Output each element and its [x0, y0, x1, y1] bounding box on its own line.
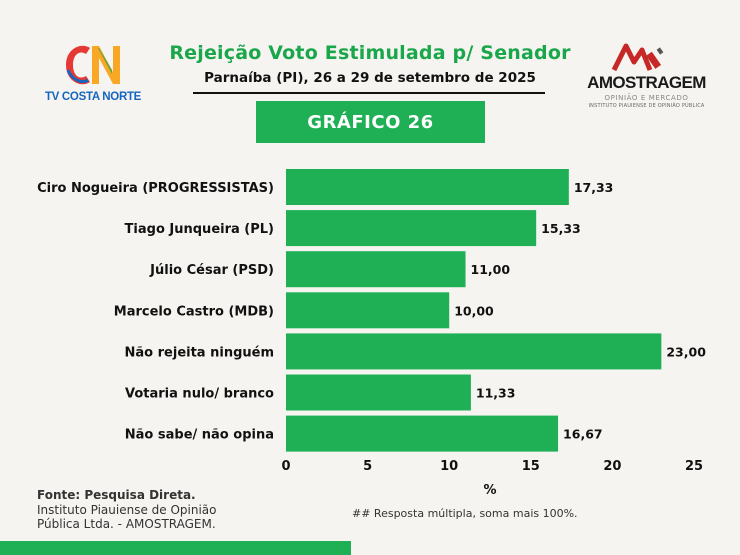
data-label: 11,33: [476, 386, 516, 401]
subtitle-underline: [193, 92, 545, 94]
chart-title: Rejeição Voto Estimulada p/ Senador: [169, 42, 571, 64]
bottom-accent-bar: [0, 541, 351, 555]
bar: [286, 251, 466, 288]
source-note: Fonte: Pesquisa Direta. Instituto Piauie…: [37, 488, 287, 532]
category-label: Júlio César (PSD): [149, 263, 274, 278]
amostragem-logo-name: AMOSTRAGEM: [587, 73, 706, 92]
amostragem-logo-institute: INSTITUTO PIAUIENSE DE OPINIÃO PÚBLICA: [588, 103, 705, 109]
amostragem-logo-icon: [611, 43, 664, 72]
category-label: Ciro Nogueira (PROGRESSISTAS): [37, 181, 274, 196]
category-label: Tiago Junqueira (PL): [125, 222, 274, 237]
multiple-response-note: ## Resposta múltipla, soma mais 100%.: [352, 507, 578, 520]
bar: [286, 292, 450, 329]
x-tick-label: 20: [603, 459, 621, 474]
amostragem-logo: AMOSTRAGEM OPINIÃO E MERCADO INSTITUTO P…: [584, 40, 709, 114]
x-tick-label: 15: [522, 459, 540, 474]
category-label: Não rejeita ninguém: [125, 345, 274, 360]
chart-subtitle: Parnaíba (PI), 26 a 29 de setembro de 20…: [204, 70, 536, 86]
bar: [286, 415, 559, 452]
x-tick-label: 25: [685, 459, 703, 474]
bar: [286, 333, 662, 370]
amostragem-logo-tagline: OPINIÃO E MERCADO: [604, 94, 689, 102]
chart-number-badge: GRÁFICO 26: [256, 101, 485, 143]
bar: [286, 169, 569, 205]
data-label: 11,00: [471, 262, 511, 277]
source-line-1: Instituto Piauiense de Opinião: [37, 502, 217, 517]
tv-costa-norte-logo: TV COSTA NORTE: [38, 40, 148, 106]
x-tick-label: 10: [440, 459, 458, 474]
tv-logo-text: TV COSTA NORTE: [44, 91, 142, 103]
category-label: Votaria nulo/ branco: [125, 387, 274, 402]
data-label: 17,33: [574, 180, 614, 195]
x-tick-label: 0: [281, 459, 290, 474]
source-line-2: Pública Ltda. - AMOSTRAGEM.: [37, 517, 216, 531]
data-label: 10,00: [454, 303, 494, 318]
data-label: 23,00: [666, 344, 706, 359]
source-heading: Fonte: Pesquisa Direta.: [37, 488, 196, 502]
bar: [286, 210, 537, 247]
x-axis-label: %: [483, 483, 496, 498]
data-label: 15,33: [541, 221, 581, 236]
data-label: 16,67: [563, 427, 603, 442]
bar: [286, 374, 471, 411]
category-label: Marcelo Castro (MDB): [114, 304, 274, 319]
category-label: Não sabe/ não opina: [125, 428, 274, 443]
x-tick-label: 5: [363, 459, 372, 474]
tv-logo-icon: [66, 45, 120, 85]
